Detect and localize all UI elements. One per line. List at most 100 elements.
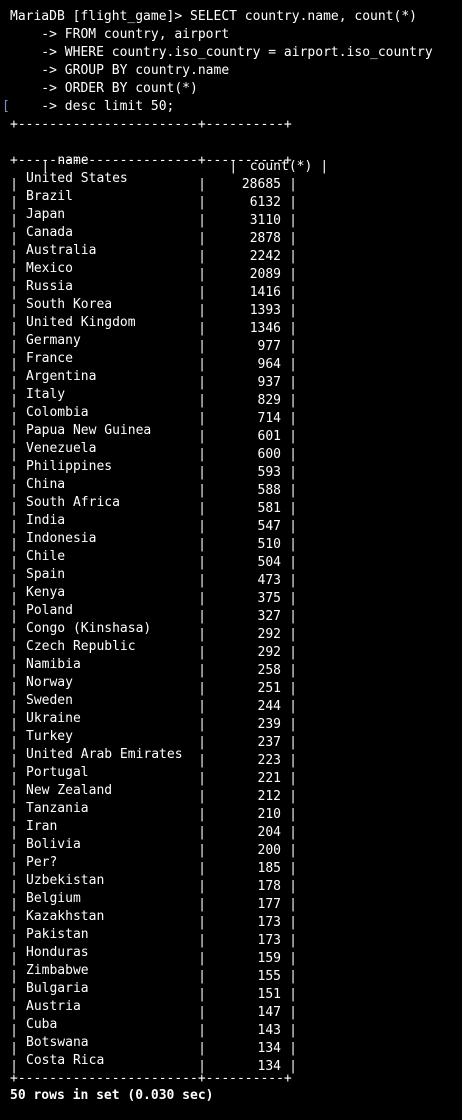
cell-airport-count: 601: [257, 429, 281, 444]
cell-country-name: Bolivia: [26, 837, 81, 852]
table-row: | Norway | 251 |: [10, 675, 297, 696]
table-row: | Venezuela | 600 |: [10, 441, 297, 462]
table-row: | Mexico | 2089 |: [10, 261, 297, 282]
cell-airport-count: 178: [257, 879, 281, 894]
cell-airport-count: 223: [257, 753, 281, 768]
table-row: | Honduras | 159 |: [10, 945, 297, 966]
table-row: | Uzbekistan | 178 |: [10, 873, 297, 894]
cell-country-name: Austria: [26, 999, 81, 1014]
table-row: | Congo (Kinshasa) | 292 |: [10, 621, 297, 642]
cell-airport-count: 3110: [249, 213, 281, 228]
table-row: | China | 588 |: [10, 477, 297, 498]
cell-country-name: Costa Rica: [26, 1053, 105, 1068]
cell-airport-count: 504: [257, 555, 281, 570]
cell-airport-count: 134: [257, 1059, 281, 1074]
cell-country-name: Pakistan: [26, 927, 89, 942]
cell-airport-count: 581: [257, 501, 281, 516]
table-row: | Turkey | 237 |: [10, 729, 297, 750]
cell-country-name: Italy: [26, 387, 66, 402]
table-border-header: +-----------------------+----------+: [10, 153, 292, 168]
result-status-text: 50 rows in set (0.030 sec): [10, 1088, 214, 1103]
cell-country-name: Norway: [26, 675, 73, 690]
cell-airport-count: 210: [257, 807, 281, 822]
table-border-top: +-----------------------+----------+: [10, 117, 292, 132]
table-row: | Australia | 2242 |: [10, 243, 297, 264]
cell-airport-count: 151: [257, 987, 281, 1002]
cell-airport-count: 185: [257, 861, 281, 876]
cell-country-name: Namibia: [26, 657, 81, 672]
cell-airport-count: 1346: [249, 321, 281, 336]
sql-continuation-line: -> GROUP BY country.name: [10, 63, 230, 78]
sql-prompt-line: MariaDB [flight_game]> SELECT country.na…: [10, 9, 417, 24]
cell-country-name: Honduras: [26, 945, 89, 960]
table-row: | Colombia | 714 |: [10, 405, 297, 426]
table-row: | Japan | 3110 |: [10, 207, 297, 228]
column-header-name: name: [57, 153, 89, 168]
table-row: | Canada | 2878 |: [10, 225, 297, 246]
cell-country-name: Indonesia: [26, 531, 97, 546]
table-row: | Poland | 327 |: [10, 603, 297, 624]
cell-country-name: Mexico: [26, 261, 73, 276]
table-row: | New Zealand | 212 |: [10, 783, 297, 804]
cell-country-name: Uzbekistan: [26, 873, 105, 888]
table-row: | Austria | 147 |: [10, 999, 297, 1020]
cell-country-name: Per?: [26, 855, 58, 870]
table-row: | United Arab Emirates | 223 |: [10, 747, 297, 768]
table-row: | Russia | 1416 |: [10, 279, 297, 300]
cell-airport-count: 177: [257, 897, 281, 912]
cell-airport-count: 292: [257, 645, 281, 660]
cell-airport-count: 1393: [249, 303, 281, 318]
cell-country-name: Czech Republic: [26, 639, 136, 654]
cell-airport-count: 714: [257, 411, 281, 426]
cell-country-name: Poland: [26, 603, 73, 618]
cell-country-name: Venezuela: [26, 441, 97, 456]
column-header-count: count(*): [249, 159, 313, 174]
cell-airport-count: 588: [257, 483, 281, 498]
table-row: | Spain | 473 |: [10, 567, 297, 588]
cell-airport-count: 1416: [249, 285, 281, 300]
cell-airport-count: 173: [257, 915, 281, 930]
table-row: | Bulgaria | 151 |: [10, 981, 297, 1002]
cell-country-name: Argentina: [26, 369, 97, 384]
cell-country-name: Ukraine: [26, 711, 81, 726]
cell-country-name: Congo (Kinshasa): [26, 621, 152, 636]
cell-airport-count: 155: [257, 969, 281, 984]
cell-country-name: South Africa: [26, 495, 120, 510]
cell-airport-count: 600: [257, 447, 281, 462]
cell-airport-count: 204: [257, 825, 281, 840]
cell-country-name: Chile: [26, 549, 66, 564]
table-row: | Kazakhstan | 173 |: [10, 909, 297, 930]
table-row: | Czech Republic | 292 |: [10, 639, 297, 660]
table-row: | United States | 28685 |: [10, 171, 297, 192]
table-row: | Pakistan | 173 |: [10, 927, 297, 948]
cell-country-name: Belgium: [26, 891, 81, 906]
cell-airport-count: 212: [257, 789, 281, 804]
sql-continuation-line: -> desc limit 50;: [10, 99, 175, 114]
table-row: | Argentina | 937 |: [10, 369, 297, 390]
table-row: | Tanzania | 210 |: [10, 801, 297, 822]
table-row: | Iran | 204 |: [10, 819, 297, 840]
cell-airport-count: 547: [257, 519, 281, 534]
table-row: | South Africa | 581 |: [10, 495, 297, 516]
cell-airport-count: 292: [257, 627, 281, 642]
table-row: | Kenya | 375 |: [10, 585, 297, 606]
cell-airport-count: 2242: [249, 249, 281, 264]
cell-country-name: Zimbabwe: [26, 963, 89, 978]
cell-country-name: Japan: [26, 207, 66, 222]
cell-airport-count: 977: [257, 339, 281, 354]
cell-airport-count: 473: [257, 573, 281, 588]
cell-country-name: Kazakhstan: [26, 909, 105, 924]
cell-airport-count: 6132: [249, 195, 281, 210]
sql-continuation-line: -> WHERE country.iso_country = airport.i…: [10, 45, 433, 60]
table-row: | Philippines | 593 |: [10, 459, 297, 480]
cell-country-name: Papua New Guinea: [26, 423, 152, 438]
cell-airport-count: 173: [257, 933, 281, 948]
cell-airport-count: 159: [257, 951, 281, 966]
table-row: | Sweden | 244 |: [10, 693, 297, 714]
cell-country-name: Canada: [26, 225, 73, 240]
table-row: | France | 964 |: [10, 351, 297, 372]
cell-country-name: Tanzania: [26, 801, 89, 816]
cell-country-name: Bulgaria: [26, 981, 89, 996]
cell-country-name: New Zealand: [26, 783, 113, 798]
